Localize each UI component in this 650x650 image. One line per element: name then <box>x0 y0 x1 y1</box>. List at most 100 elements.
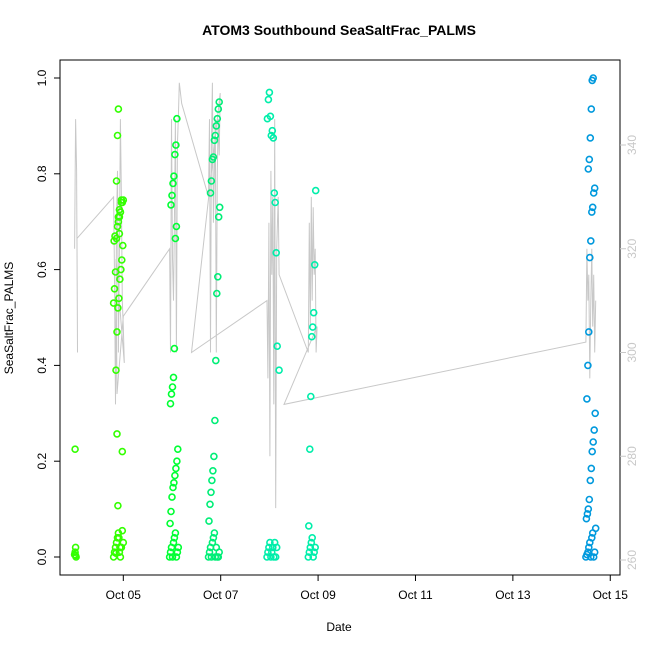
data-point <box>270 189 279 197</box>
data-point <box>205 517 213 525</box>
data-point <box>117 196 126 204</box>
y2-axis: 260 280 300 320 340 <box>620 135 639 570</box>
data-point <box>210 136 219 145</box>
data-point <box>172 141 180 149</box>
y2-tick-label: 320 <box>625 238 639 258</box>
y2-tick-label: 340 <box>625 135 639 155</box>
data-point <box>273 342 282 351</box>
chart-title: ATOM3 Southbound SeaSaltFrac_PALMS <box>202 22 476 38</box>
data-point <box>307 332 316 341</box>
data-point <box>168 553 177 561</box>
data-point <box>113 430 121 438</box>
data-point <box>118 447 127 456</box>
y2-tick-label: 300 <box>625 342 639 362</box>
data-point <box>112 234 121 243</box>
y2-tick-label: 260 <box>625 550 639 570</box>
data-point <box>310 260 319 269</box>
data-point <box>311 543 320 552</box>
data-point <box>589 438 598 446</box>
data-point <box>585 155 594 164</box>
data-point <box>271 553 280 561</box>
data-point <box>584 543 593 552</box>
data-point <box>169 179 177 188</box>
data-point <box>212 356 220 365</box>
data-point <box>586 134 595 142</box>
y-tick-label: 0.2 <box>35 453 49 470</box>
data-point <box>214 553 223 561</box>
data-point <box>171 471 179 480</box>
data-point <box>582 514 591 523</box>
data-point <box>173 548 182 557</box>
x-tick-label: Oct 07 <box>203 588 239 602</box>
data-point <box>587 464 596 473</box>
x-tick-label: Oct 05 <box>106 588 142 602</box>
data-point <box>215 548 223 557</box>
data-point <box>71 543 80 552</box>
data-point <box>168 493 176 501</box>
data-point <box>167 507 175 516</box>
data-point <box>166 399 175 408</box>
data-point <box>215 98 223 106</box>
x-tick-label: Oct 15 <box>593 588 629 602</box>
data-point <box>167 390 176 398</box>
data-point <box>587 208 596 216</box>
points-layer <box>70 74 600 561</box>
data-point <box>168 383 177 391</box>
data-point <box>116 208 125 216</box>
data-point <box>118 256 126 264</box>
data-point <box>204 553 213 561</box>
data-point <box>113 131 122 140</box>
data-point <box>169 373 178 382</box>
y-tick-label: 0.6 <box>35 261 49 278</box>
data-point <box>586 553 595 561</box>
data-point <box>207 488 215 497</box>
data-point <box>210 529 219 537</box>
y-axis: 0.0 0.2 0.4 0.6 0.8 1.0 <box>35 69 60 565</box>
data-point <box>171 150 179 159</box>
data-point <box>212 122 221 130</box>
x-tick-label: Oct 13 <box>495 588 531 602</box>
data-point <box>214 105 223 113</box>
data-point <box>586 476 595 485</box>
x-axis: Oct 05 Oct 07 Oct 09 Oct 11 Oct 13 Oct 15 <box>106 575 629 602</box>
data-point <box>209 153 218 161</box>
y-tick-label: 0.0 <box>35 548 49 565</box>
data-point <box>116 543 124 552</box>
data-point <box>584 165 593 173</box>
data-point <box>585 495 594 504</box>
data-point <box>112 549 120 558</box>
data-point <box>170 533 179 542</box>
data-point <box>214 213 223 221</box>
data-point <box>213 114 222 123</box>
data-point <box>311 186 320 195</box>
y-tick-label: 0.4 <box>35 357 49 374</box>
data-point <box>115 533 123 542</box>
data-point <box>71 551 80 560</box>
data-point <box>173 114 181 123</box>
x-axis-label: Date <box>326 620 352 634</box>
series-line <box>74 82 597 509</box>
data-point <box>591 524 600 533</box>
data-point <box>113 222 122 231</box>
data-point <box>304 522 313 530</box>
data-point <box>174 445 182 454</box>
data-point <box>209 533 218 542</box>
data-point <box>169 483 177 492</box>
data-point <box>306 392 315 401</box>
data-point <box>210 452 218 461</box>
x-tick-label: Oct 11 <box>398 588 433 602</box>
data-point <box>589 553 598 561</box>
data-point <box>171 234 180 243</box>
data-point <box>211 131 220 140</box>
data-point <box>586 237 595 245</box>
data-point <box>172 553 181 561</box>
data-point <box>119 538 128 547</box>
x-tick-label: Oct 09 <box>300 588 336 602</box>
data-point <box>170 172 178 180</box>
data-point <box>266 112 275 121</box>
data-point <box>113 328 121 336</box>
data-point <box>584 505 593 513</box>
data-point <box>307 538 316 547</box>
data-point <box>173 457 181 466</box>
